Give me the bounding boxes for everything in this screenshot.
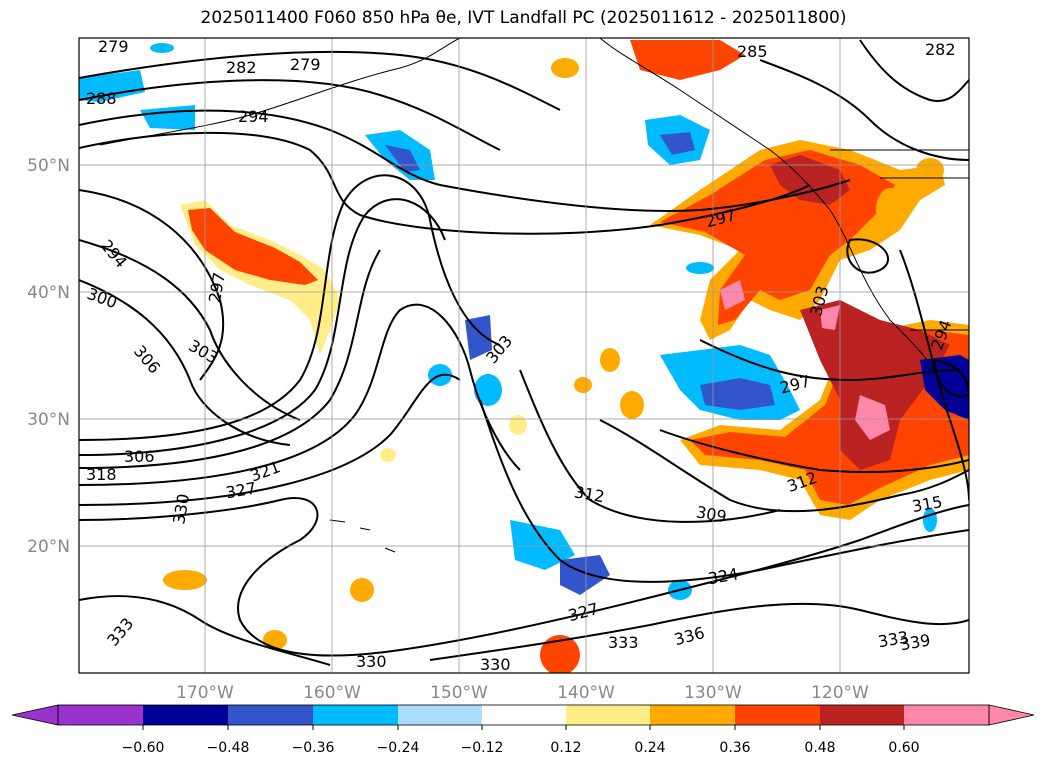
colorbar-swatch bbox=[566, 705, 650, 725]
lon-label: 130°W bbox=[684, 683, 742, 703]
colorbar-swatch bbox=[58, 705, 143, 725]
colorbar-tick: −0.24 bbox=[377, 740, 420, 756]
lon-label: 150°W bbox=[430, 683, 488, 703]
colorbar-swatch bbox=[143, 705, 228, 725]
contour-label: 318 bbox=[86, 465, 117, 484]
contour-label: 279 bbox=[98, 37, 129, 56]
colorbar-tick: 0.12 bbox=[550, 740, 581, 756]
colorbar-tick: −0.48 bbox=[207, 740, 250, 756]
contour-label: 330 bbox=[480, 655, 511, 674]
colorbar-swatch bbox=[820, 705, 904, 725]
colorbar-max-extend bbox=[988, 704, 1035, 726]
contour-label: 282 bbox=[925, 40, 956, 59]
colorbar-swatch bbox=[650, 705, 735, 725]
colorbar-min-extend bbox=[11, 704, 59, 726]
contour-label: 288 bbox=[86, 89, 117, 108]
colorbar-tick: −0.36 bbox=[292, 740, 335, 756]
lat-label: 30°N bbox=[27, 410, 70, 430]
colorbar-swatch bbox=[482, 705, 566, 725]
contour-label: 282 bbox=[226, 58, 257, 77]
ivt-shading bbox=[79, 40, 969, 673]
map-title: 2025011400 F060 850 hPa θe, IVT Landfall… bbox=[200, 8, 847, 28]
contour-label: 306 bbox=[124, 447, 155, 466]
contour-label: 294 bbox=[238, 107, 269, 126]
graticule bbox=[79, 38, 969, 673]
lon-label: 120°W bbox=[811, 683, 869, 703]
longitude-labels: 170°W 160°W 150°W 140°W 130°W 120°W bbox=[176, 683, 869, 703]
colorbar-swatch bbox=[228, 705, 313, 725]
colorbar-tick: −0.60 bbox=[122, 740, 165, 756]
lat-label: 40°N bbox=[27, 283, 70, 303]
colorbar-tick: 0.60 bbox=[888, 740, 919, 756]
colorbar-swatch bbox=[313, 705, 398, 725]
colorbar-tick: −0.12 bbox=[461, 740, 504, 756]
contour-label: 279 bbox=[290, 55, 321, 74]
lat-label: 50°N bbox=[27, 156, 70, 176]
colorbar-frame bbox=[57, 704, 990, 726]
latitude-labels: 50°N 40°N 30°N 20°N bbox=[27, 156, 70, 557]
contour-label: 330 bbox=[356, 652, 387, 671]
colorbar-tick: 0.48 bbox=[804, 740, 835, 756]
lon-label: 140°W bbox=[557, 683, 615, 703]
map-frame bbox=[78, 37, 970, 674]
contour-label: 333 bbox=[608, 633, 639, 652]
colorbar-swatch bbox=[735, 705, 820, 725]
contour-label: 285 bbox=[737, 42, 768, 61]
lon-label: 170°W bbox=[176, 683, 234, 703]
lon-label: 160°W bbox=[303, 683, 361, 703]
colorbar-tick: 0.36 bbox=[719, 740, 750, 756]
colorbar-swatch bbox=[398, 705, 482, 725]
theta-e-contours bbox=[79, 39, 969, 666]
coastlines bbox=[99, 38, 969, 553]
colorbar: −0.60 −0.48 −0.36 −0.24 −0.12 0.12 0.24 … bbox=[11, 704, 1035, 756]
lat-label: 20°N bbox=[27, 537, 70, 557]
colorbar-tick: 0.24 bbox=[634, 740, 665, 756]
colorbar-swatch bbox=[904, 705, 989, 725]
